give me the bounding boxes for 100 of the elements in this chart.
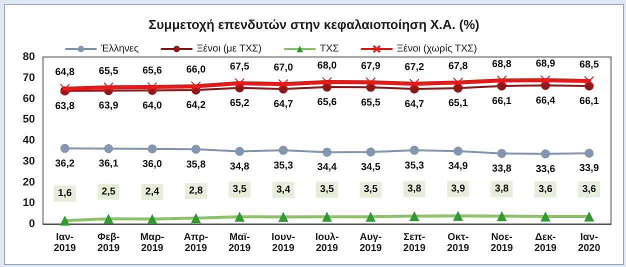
point [190, 81, 201, 92]
data-label: 34,9 [448, 161, 468, 172]
data-label: 3,5 [320, 184, 334, 196]
y-tick-label: 20 [22, 176, 35, 188]
data-label: 65,6 [142, 66, 162, 77]
data-label: 3,6 [538, 184, 553, 195]
point [366, 212, 376, 222]
point [191, 144, 200, 154]
data-label: 3,5 [232, 184, 247, 196]
point [540, 75, 550, 86]
data-label: 33,8 [492, 163, 512, 174]
x-tick-label: Ιαν-2020 [578, 232, 601, 254]
data-label: 1,6 [58, 188, 72, 200]
legend-label: Ξένοι (με ΤΧΣ) [196, 44, 262, 54]
x-tick-label: Ιουν-2019 [272, 232, 296, 254]
data-label: 34,4 [317, 162, 338, 174]
y-tick-label: 50 [22, 114, 35, 126]
point [409, 78, 420, 89]
point [322, 212, 332, 222]
y-tick-label: 30 [22, 155, 35, 168]
data-label: 3,5 [364, 184, 378, 196]
data-label: 66,1 [579, 96, 600, 108]
data-label: 33,6 [536, 164, 556, 175]
data-label: 65,6 [317, 97, 338, 108]
point [410, 146, 419, 155]
legend-label: ΤΧΣ [320, 44, 339, 54]
y-tick-label: 10 [22, 197, 35, 210]
point [584, 76, 594, 86]
point [409, 211, 420, 222]
data-label: 65,5 [360, 97, 381, 108]
point [190, 213, 201, 224]
data-label: 63,8 [55, 100, 76, 112]
data-label: 2,5 [102, 186, 116, 198]
data-label: 3,4 [276, 184, 291, 196]
data-label: 36,0 [142, 158, 162, 170]
x-tick-label: Μαρ-2019 [140, 232, 164, 254]
point [496, 75, 507, 86]
point [147, 82, 158, 92]
data-label: 34,8 [230, 161, 250, 172]
data-label: 66,1 [492, 96, 512, 108]
data-label: 67,5 [230, 62, 250, 73]
data-label: 2,4 [145, 186, 160, 198]
x-tick-label: Απρ-2019 [184, 232, 208, 254]
data-label: 68,9 [536, 58, 556, 70]
legend-label: Έλληνες [100, 44, 139, 54]
point [366, 77, 376, 88]
point [454, 146, 463, 156]
data-label: 33,9 [579, 163, 600, 174]
y-tick-label: 60 [22, 92, 35, 105]
point [366, 147, 376, 156]
point [104, 82, 114, 92]
point [322, 77, 332, 88]
data-label: 64,8 [55, 67, 76, 78]
point [278, 146, 288, 155]
data-label: 34,5 [360, 162, 381, 173]
point [584, 148, 594, 158]
point [278, 212, 288, 222]
point [322, 148, 332, 157]
x-tick-label: Μαϊ-2019 [228, 232, 252, 254]
data-label: 67,9 [360, 60, 381, 72]
y-tick-label: 0 [28, 218, 35, 230]
data-label: 64,0 [142, 100, 162, 112]
point [278, 79, 288, 90]
data-label: 35,3 [404, 160, 425, 172]
data-label: 67,8 [448, 60, 468, 72]
point [60, 144, 70, 153]
data-label: 68,5 [579, 60, 600, 71]
data-label: 63,9 [98, 100, 119, 112]
point [453, 77, 464, 88]
y-tick-label: 70 [22, 72, 35, 84]
point [104, 144, 114, 154]
data-label: 64,7 [274, 98, 294, 110]
point [234, 78, 245, 88]
data-label: 36,1 [98, 158, 119, 170]
data-label: 3,6 [582, 184, 597, 195]
data-label: 67,2 [404, 62, 425, 74]
x-tick-label: Φεβ-2019 [97, 232, 120, 254]
data-label: 66,4 [536, 95, 556, 106]
point [60, 84, 70, 94]
data-label: 35,8 [186, 159, 206, 170]
point [148, 144, 157, 154]
x-tick-label: Δεκ-2019 [534, 232, 558, 254]
point [104, 214, 114, 224]
point [497, 148, 506, 158]
point [235, 146, 244, 156]
x-tick-label: Νοε-2019 [490, 232, 514, 254]
data-label: 64,2 [186, 100, 206, 111]
data-label: 2,8 [188, 186, 204, 197]
legend-label: Ξένοι (χωρίς ΤΧΣ) [396, 44, 478, 54]
point [453, 210, 464, 221]
x-tick-label: Σεπ-2019 [403, 232, 426, 254]
x-tick-label: Ιουλ-2019 [315, 232, 339, 254]
point [540, 149, 550, 158]
point [540, 211, 550, 222]
chart-title: Συμμετοχή επενδυτών στην κεφαλαιοποίηση Χ.Α. (%) [148, 17, 480, 32]
point [496, 211, 507, 222]
data-label: 66,0 [186, 64, 206, 76]
x-tick-label: Οκτ-2019 [446, 232, 470, 254]
data-label: 3,8 [407, 184, 422, 195]
point [234, 212, 245, 222]
